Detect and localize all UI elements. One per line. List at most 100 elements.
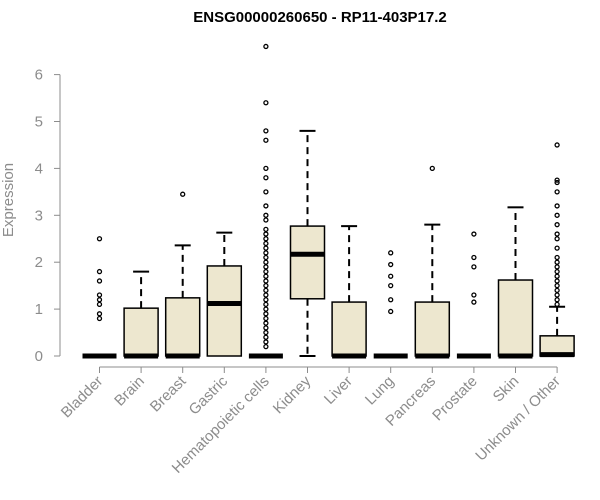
y-tick-label: 1 xyxy=(35,301,43,318)
box-7 xyxy=(373,250,408,359)
outlier-point xyxy=(263,250,269,256)
x-tick-label: Prostate xyxy=(429,373,481,425)
outlier-point xyxy=(471,264,477,270)
x-tick-label: Breast xyxy=(147,372,190,415)
x-tick-label: Brain xyxy=(111,373,148,410)
chart-title: ENSG00000260650 - RP11-403P17.2 xyxy=(193,9,447,26)
x-tick-label: Skin xyxy=(490,373,523,406)
outlier-point xyxy=(554,259,560,265)
x-tick-label: Bladder xyxy=(58,373,107,422)
outlier-point xyxy=(263,297,269,303)
box-1 xyxy=(123,270,159,359)
outlier-point xyxy=(96,301,103,308)
y-tick-label: 4 xyxy=(35,160,43,177)
box-body xyxy=(164,297,201,357)
outlier-point xyxy=(554,273,560,279)
outlier-point xyxy=(263,273,269,279)
outlier-point xyxy=(471,299,477,305)
outlier-point xyxy=(96,311,103,317)
outlier-point xyxy=(263,287,269,293)
y-tick-label: 6 xyxy=(35,67,43,84)
outlier-point xyxy=(554,189,560,195)
outlier-point xyxy=(388,261,394,268)
outlier-point xyxy=(263,329,269,336)
box-6 xyxy=(331,225,367,359)
outlier-point xyxy=(263,128,269,134)
outlier-point xyxy=(554,278,560,284)
y-tick-label: 0 xyxy=(35,348,43,365)
outlier-point xyxy=(263,306,269,312)
outlier-point xyxy=(554,236,560,242)
outlier-point xyxy=(263,165,269,172)
outlier-point xyxy=(388,308,394,315)
box-body xyxy=(497,279,534,357)
outlier-point xyxy=(388,250,394,256)
outlier-point xyxy=(263,212,269,218)
outlier-point xyxy=(263,43,269,50)
outlier-point xyxy=(554,222,560,228)
outlier-point xyxy=(554,268,560,275)
outlier-point xyxy=(263,339,269,345)
outlier-point xyxy=(554,203,560,209)
x-tick-label: Kidney xyxy=(270,372,315,417)
outlier-point xyxy=(263,100,269,106)
box-5 xyxy=(289,129,326,357)
outlier-point xyxy=(554,245,560,251)
outlier-point xyxy=(554,282,560,289)
x-tick-label: Liver xyxy=(321,373,356,408)
outlier-point xyxy=(263,268,269,275)
outlier-point xyxy=(263,240,269,247)
outlier-point xyxy=(263,245,269,251)
outlier-point xyxy=(263,343,269,350)
box-body xyxy=(123,307,159,357)
box-body xyxy=(289,225,326,300)
y-axis-label: Expression xyxy=(0,163,17,237)
outlier-point xyxy=(263,334,269,340)
box-2 xyxy=(164,191,201,359)
outlier-point xyxy=(388,282,394,289)
outlier-point xyxy=(263,282,269,289)
outlier-point xyxy=(96,268,103,275)
box-body xyxy=(206,265,243,357)
outlier-point xyxy=(554,301,560,308)
outlier-point xyxy=(263,292,269,298)
outlier-point xyxy=(263,259,269,265)
box-body xyxy=(414,301,451,357)
outlier-point xyxy=(263,311,269,317)
outlier-point xyxy=(554,254,560,261)
outlier-point xyxy=(96,278,103,284)
outlier-point xyxy=(263,226,269,233)
y-axis: 0 1 2 3 4 5 6 xyxy=(35,67,61,365)
outlier-point xyxy=(96,292,103,298)
box-8 xyxy=(414,165,451,359)
outlier-point xyxy=(180,191,186,197)
box-9 xyxy=(456,231,491,359)
outlier-point xyxy=(263,325,269,331)
outlier-point xyxy=(263,175,269,181)
outlier-point xyxy=(263,203,269,209)
outlier-point xyxy=(388,297,394,303)
outlier-point xyxy=(554,297,560,303)
box-3 xyxy=(206,231,243,357)
y-tick-label: 2 xyxy=(35,254,43,271)
outlier-point xyxy=(471,254,477,261)
outlier-point xyxy=(263,264,269,270)
outlier-point xyxy=(96,297,103,303)
outlier-point xyxy=(554,292,560,298)
outlier-point xyxy=(263,231,269,237)
outlier-point xyxy=(263,320,269,326)
outlier-point xyxy=(263,137,269,143)
outlier-point xyxy=(263,189,269,195)
outlier-point xyxy=(388,273,394,279)
outlier-point xyxy=(554,142,560,148)
box-4 xyxy=(248,43,283,359)
outlier-point xyxy=(263,217,269,223)
outlier-point xyxy=(263,315,269,322)
outlier-point xyxy=(263,236,269,242)
outlier-point xyxy=(554,177,560,183)
outlier-point xyxy=(471,231,477,237)
outlier-point xyxy=(263,278,269,284)
